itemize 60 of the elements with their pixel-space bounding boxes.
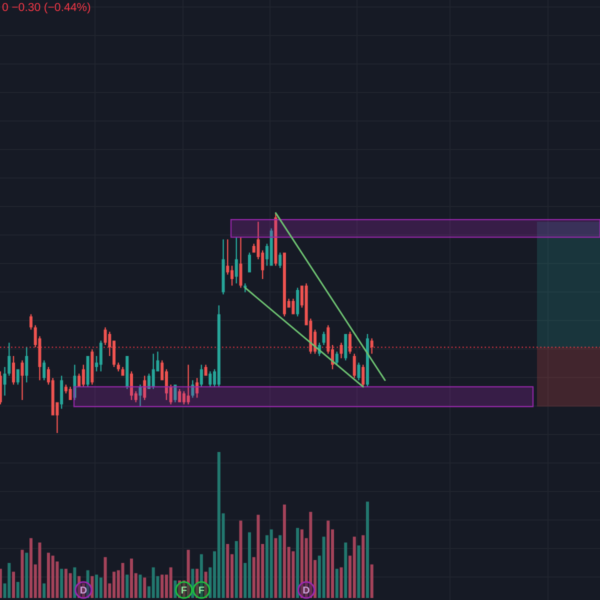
candlestick xyxy=(20,360,24,400)
bar xyxy=(90,576,94,598)
bar xyxy=(51,556,54,598)
bar xyxy=(38,542,42,598)
bar xyxy=(169,567,172,598)
bar xyxy=(204,572,208,598)
bar xyxy=(340,567,343,598)
bar xyxy=(274,538,278,598)
bar xyxy=(86,570,90,598)
annotation: F xyxy=(180,586,187,597)
bar xyxy=(234,541,238,598)
bar xyxy=(78,576,81,598)
bar xyxy=(121,562,124,598)
bar xyxy=(20,550,24,598)
bar xyxy=(248,532,251,598)
bar xyxy=(278,535,282,598)
annotation: F xyxy=(198,586,204,597)
bar xyxy=(344,542,348,598)
chart-title: 0 −0.30 (−0.44%) xyxy=(2,2,92,14)
bar xyxy=(152,567,155,598)
bar xyxy=(226,544,230,598)
bar xyxy=(292,551,295,598)
bar xyxy=(335,568,338,598)
bar xyxy=(25,552,28,598)
bar xyxy=(196,568,199,598)
bar xyxy=(256,514,260,598)
bar xyxy=(160,574,164,598)
bar xyxy=(126,574,129,598)
bar xyxy=(143,578,146,598)
bar xyxy=(42,583,46,598)
bar xyxy=(362,535,365,598)
bar xyxy=(95,574,98,598)
bar xyxy=(99,578,102,598)
bar xyxy=(73,567,76,598)
bar xyxy=(200,554,203,598)
bar xyxy=(322,536,326,598)
bar xyxy=(296,528,300,598)
bar xyxy=(366,502,369,598)
bar xyxy=(191,568,194,598)
bar xyxy=(357,545,360,598)
bar xyxy=(352,536,356,598)
bar xyxy=(309,512,312,598)
bar xyxy=(270,529,273,598)
bar xyxy=(16,582,20,598)
bar xyxy=(0,568,2,598)
candlestick xyxy=(186,364,190,404)
bar xyxy=(12,572,16,598)
bar xyxy=(326,520,330,598)
bar xyxy=(60,568,64,598)
annotation: D xyxy=(80,586,88,597)
bar xyxy=(178,580,182,598)
bar xyxy=(174,580,177,598)
bar xyxy=(239,520,242,598)
bar xyxy=(8,562,11,598)
annotation: D xyxy=(302,586,310,597)
bar xyxy=(370,564,374,598)
bar xyxy=(68,573,72,598)
bar xyxy=(104,557,107,598)
bar xyxy=(138,574,142,598)
bar xyxy=(186,550,190,598)
